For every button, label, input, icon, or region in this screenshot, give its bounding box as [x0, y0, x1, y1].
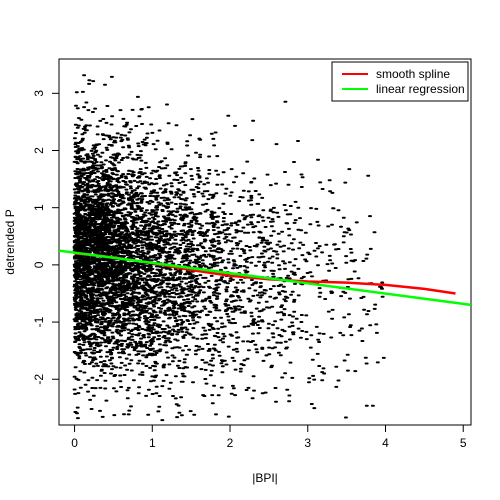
- plot-frame: [58, 58, 472, 426]
- x-tick-label: 4: [382, 436, 389, 450]
- series-line-linear-regression: [58, 249, 472, 307]
- y-tick-label: -2: [32, 374, 46, 385]
- fit-lines: [58, 249, 472, 307]
- scatter-point-cloud: [72, 74, 386, 422]
- x-axis-label: |BPI|: [252, 471, 278, 485]
- x-tick-label: 2: [227, 436, 234, 450]
- x-axis: 0 1 2 3 4 5: [71, 425, 467, 450]
- y-axis-label: detrended P: [3, 209, 17, 274]
- scatter-points: [72, 74, 386, 422]
- y-tick-label: 3: [32, 90, 46, 97]
- y-axis: -2 -1 0 1 2 3: [32, 90, 59, 385]
- legend-label-linear-regression: linear regression: [376, 82, 465, 96]
- legend-label-smooth-spline: smooth spline: [376, 67, 450, 81]
- y-tick-label: 2: [32, 147, 46, 154]
- x-tick-label: 5: [460, 436, 467, 450]
- y-tick-label: 0: [32, 261, 46, 268]
- x-tick-label: 1: [149, 436, 156, 450]
- legend: smooth spline linear regression: [331, 61, 469, 102]
- x-tick-label: 0: [71, 436, 78, 450]
- y-tick-label: 1: [32, 204, 46, 211]
- y-tick-label: -1: [32, 316, 46, 327]
- x-tick-label: 3: [304, 436, 311, 450]
- legend-box: [331, 61, 469, 102]
